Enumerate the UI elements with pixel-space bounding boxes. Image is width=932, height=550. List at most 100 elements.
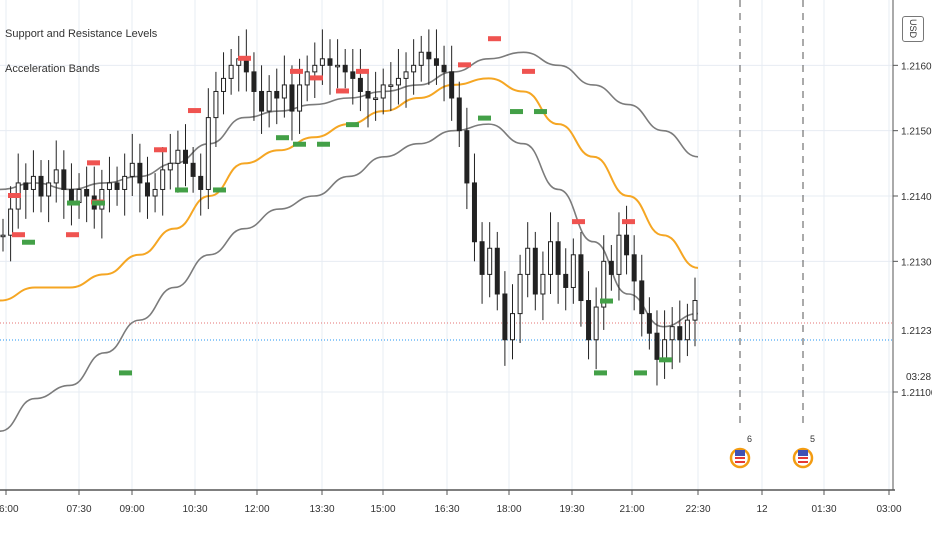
candle-body bbox=[380, 84, 386, 99]
candle-body bbox=[183, 149, 189, 164]
candle-body bbox=[426, 51, 432, 60]
x-tick-label: 07:30 bbox=[66, 504, 91, 515]
support-mark bbox=[594, 370, 607, 376]
candle-body bbox=[601, 260, 607, 308]
candle-body bbox=[304, 71, 310, 86]
candle-body bbox=[190, 162, 196, 177]
support-mark bbox=[510, 109, 523, 115]
candle-body bbox=[525, 247, 531, 275]
candle-body bbox=[593, 306, 599, 341]
support-mark bbox=[213, 187, 226, 193]
candle-body bbox=[335, 64, 341, 68]
candle-body bbox=[540, 273, 546, 295]
x-tick-label: 01:30 bbox=[811, 504, 836, 515]
candle-body bbox=[99, 188, 105, 210]
candle-body bbox=[205, 117, 211, 190]
candle-body bbox=[654, 332, 660, 360]
candle-body bbox=[684, 319, 690, 341]
resistance-mark bbox=[522, 68, 535, 74]
candle-body bbox=[418, 51, 424, 66]
candle-body bbox=[692, 300, 698, 321]
candle-body bbox=[213, 90, 219, 119]
candle-body bbox=[479, 241, 485, 275]
currency-badge[interactable]: USD bbox=[902, 16, 924, 42]
x-tick-label: 12 bbox=[756, 504, 768, 515]
upper-band-line bbox=[0, 51, 699, 191]
candle-body bbox=[84, 188, 90, 197]
last-price-label: 1.21236 bbox=[901, 326, 932, 337]
x-tick-label: 19:30 bbox=[559, 504, 584, 515]
candle-body bbox=[160, 169, 166, 190]
candle-body bbox=[281, 84, 287, 99]
resistance-mark bbox=[488, 36, 501, 42]
candle-body bbox=[327, 58, 333, 66]
candle-body bbox=[23, 182, 29, 190]
y-tick-label: 1.21400 bbox=[901, 192, 932, 203]
candle-body bbox=[38, 175, 44, 197]
candle-body bbox=[532, 247, 538, 295]
candle-body bbox=[624, 234, 630, 256]
middle-band-line bbox=[0, 77, 699, 302]
x-tick-label: 13:30 bbox=[309, 504, 334, 515]
support-mark bbox=[634, 370, 647, 376]
event-count-label: 5 bbox=[810, 434, 815, 444]
candle-body bbox=[548, 241, 554, 275]
time-label: 03:28 bbox=[906, 372, 931, 383]
candle-body bbox=[433, 58, 439, 66]
candle-body bbox=[487, 247, 493, 275]
candle-body bbox=[61, 169, 67, 190]
resistance-mark bbox=[310, 75, 323, 81]
candle-body bbox=[494, 247, 500, 295]
resistance-mark bbox=[154, 147, 167, 153]
x-tick-label: 18:00 bbox=[496, 504, 521, 515]
candle-body bbox=[509, 313, 515, 341]
legend-acceleration-bands: Acceleration Bands bbox=[5, 63, 100, 75]
candle-body bbox=[106, 182, 112, 190]
legend-support-resistance: Support and Resistance Levels bbox=[5, 28, 158, 40]
candle-body bbox=[251, 71, 257, 92]
candle-body bbox=[669, 326, 675, 341]
candle-body bbox=[631, 254, 637, 282]
candle-body bbox=[608, 260, 614, 275]
event-flag-icon bbox=[735, 457, 745, 459]
y-tick-label: 1.21300 bbox=[901, 257, 932, 268]
x-tick-label: 15:00 bbox=[370, 504, 395, 515]
resistance-mark bbox=[8, 193, 21, 198]
support-mark bbox=[67, 200, 80, 206]
y-tick-label: 1.21500 bbox=[901, 127, 932, 138]
candle-body bbox=[342, 64, 348, 73]
candle-body bbox=[639, 280, 645, 315]
candle-body bbox=[449, 71, 455, 99]
x-tick-label: 10:30 bbox=[182, 504, 207, 515]
candle-body bbox=[0, 234, 6, 238]
y-tick-label: 1.21600 bbox=[901, 61, 932, 72]
candle-body bbox=[46, 182, 52, 197]
candle-body bbox=[312, 64, 318, 73]
event-flag-icon bbox=[735, 461, 745, 463]
candle-body bbox=[456, 97, 462, 132]
candle-body bbox=[517, 273, 523, 315]
event-flag-icon bbox=[798, 461, 808, 463]
x-tick-label: 22:30 bbox=[685, 504, 710, 515]
y-tick-label: 1.21100 bbox=[901, 388, 932, 399]
candle-body bbox=[616, 234, 622, 275]
candle-body bbox=[129, 162, 135, 177]
candle-body bbox=[319, 58, 325, 66]
support-mark bbox=[92, 200, 105, 206]
candle-body bbox=[555, 241, 561, 275]
candle-body bbox=[350, 71, 356, 79]
candle-body bbox=[578, 254, 584, 302]
resistance-mark bbox=[66, 232, 79, 238]
candle-body bbox=[30, 175, 36, 190]
candle-body bbox=[586, 300, 592, 341]
resistance-mark bbox=[356, 68, 369, 74]
candle-body bbox=[289, 84, 295, 112]
candle-body bbox=[8, 208, 14, 236]
x-tick-label: 03:00 bbox=[876, 504, 901, 515]
candle-body bbox=[411, 64, 417, 73]
support-mark bbox=[119, 370, 132, 376]
resistance-mark bbox=[336, 88, 349, 94]
last-price-box bbox=[894, 323, 932, 337]
resistance-mark bbox=[622, 219, 635, 225]
